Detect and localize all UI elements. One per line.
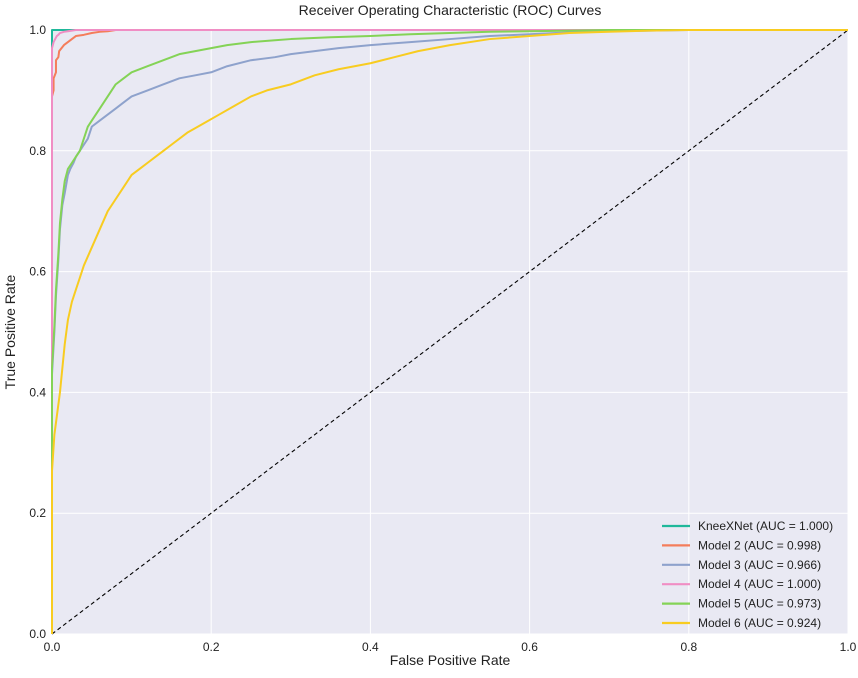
x-tick-label: 0.6 [521, 640, 538, 654]
series-line-5 [51, 29, 848, 634]
diagonal-reference-line [51, 29, 849, 635]
y-tick-label: 0.6 [29, 265, 46, 279]
y-tick-label: 0.2 [29, 506, 46, 520]
x-axis-label: False Positive Rate [390, 652, 511, 668]
y-tick-label: 0.4 [29, 385, 46, 399]
y-tick-label: 0.8 [29, 144, 46, 158]
x-tick-label: 0.4 [362, 640, 379, 654]
series-line-2 [51, 29, 848, 634]
y-tick-label: 1.0 [29, 23, 46, 37]
legend-label: KneeXNet (AUC = 1.000) [698, 519, 833, 533]
series-layer [51, 29, 848, 634]
y-tick-label: 0.0 [29, 627, 46, 641]
legend-label: Model 6 (AUC = 0.924) [698, 616, 821, 630]
x-tick-label: 1.0 [840, 640, 857, 654]
series-line-3 [51, 29, 848, 634]
y-axis-label: True Positive Rate [2, 274, 18, 389]
x-tick-label: 0.0 [44, 640, 61, 654]
legend: KneeXNet (AUC = 1.000) Model 2 (AUC = 0.9… [662, 519, 833, 630]
chart-title: Receiver Operating Characteristic (ROC) … [299, 2, 602, 18]
legend-label: Model 3 (AUC = 0.966) [698, 558, 821, 572]
legend-label: Model 4 (AUC = 1.000) [698, 577, 821, 591]
x-tick-label: 0.2 [203, 640, 220, 654]
series-line-6 [51, 29, 848, 634]
y-axis-ticks: 0.0 0.2 0.4 0.6 0.8 1.0 [29, 23, 46, 641]
diagonal-layer [51, 29, 849, 635]
legend-label: Model 2 (AUC = 0.998) [698, 538, 821, 552]
legend-label: Model 5 (AUC = 0.973) [698, 597, 821, 611]
series-line-4 [51, 29, 848, 634]
x-axis-ticks: 0.0 0.2 0.4 0.6 0.8 1.0 [44, 640, 857, 654]
grid-lines [51, 29, 849, 635]
x-tick-label: 0.8 [680, 640, 697, 654]
